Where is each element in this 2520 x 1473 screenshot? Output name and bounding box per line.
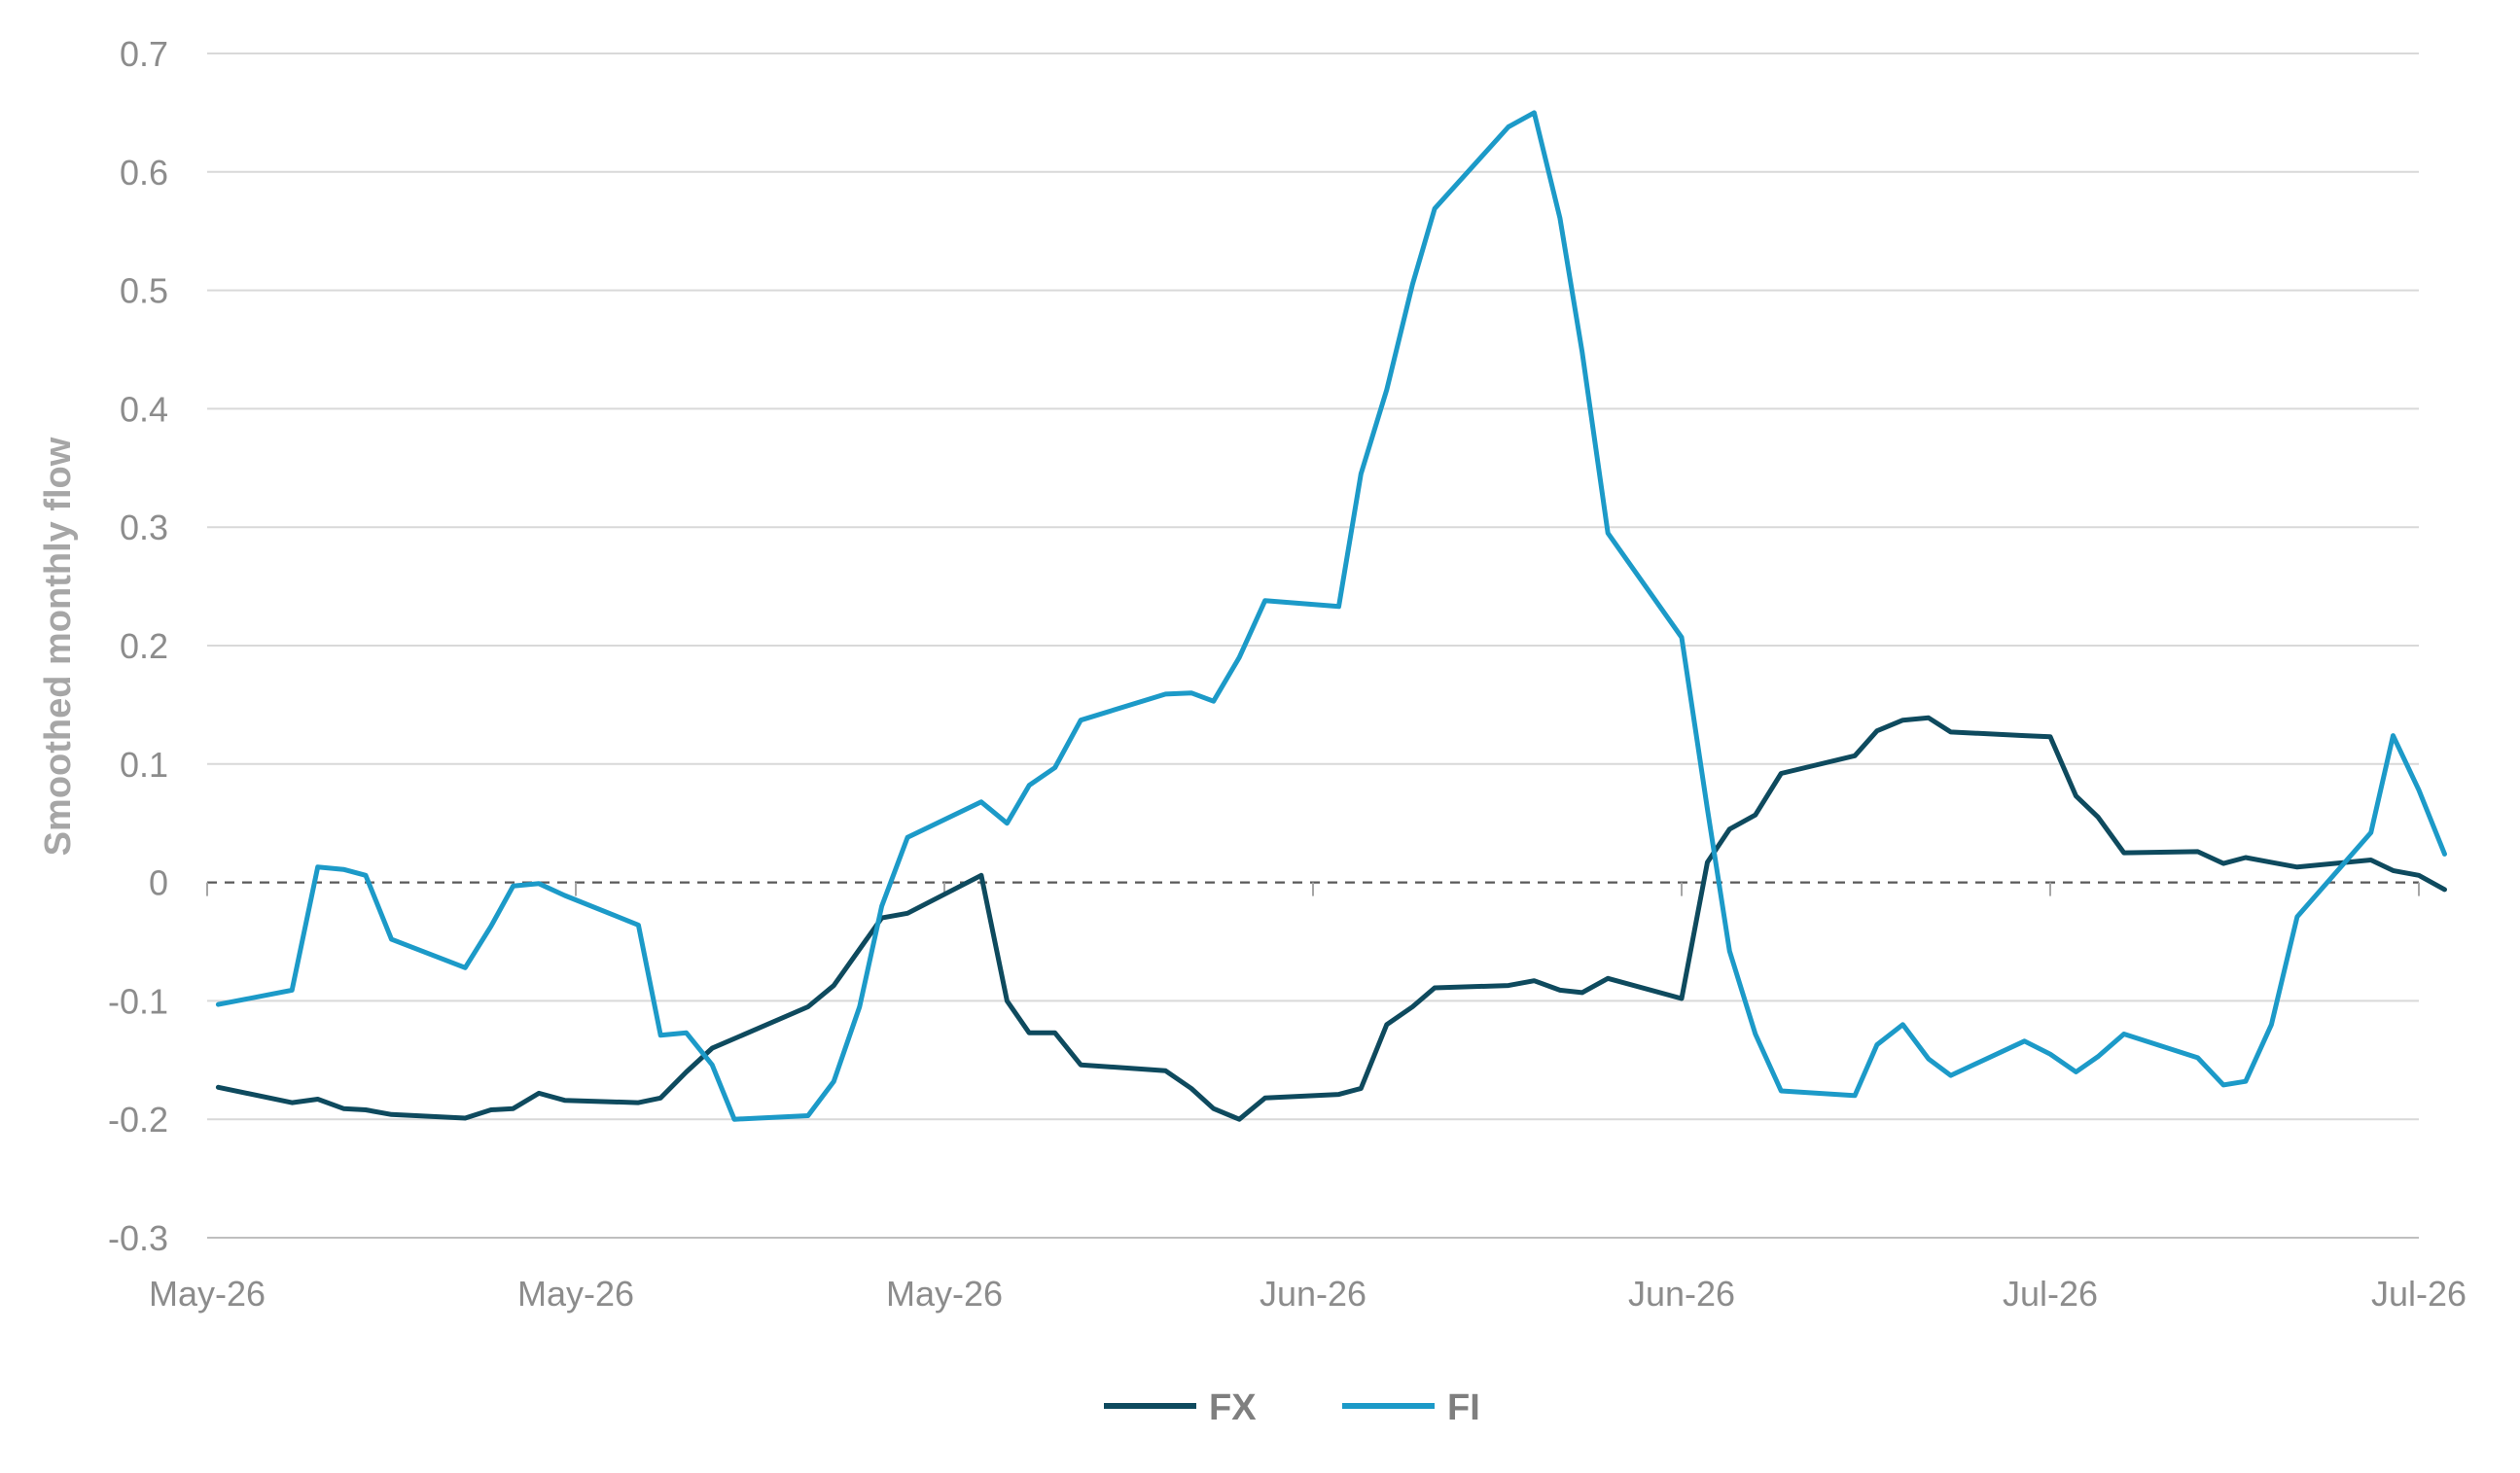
y-tick-label: -0.2: [108, 1100, 168, 1140]
y-tick-label: 0.2: [120, 626, 168, 666]
y-tick-label: 0.4: [120, 389, 168, 429]
y-tick-label: 0.6: [120, 153, 168, 193]
y-tick-label: 0.3: [120, 508, 168, 547]
legend-label-fi: FI: [1447, 1387, 1480, 1428]
x-axis: [206, 881, 2420, 1239]
x-tick-label: Jul-26: [2371, 1274, 2467, 1314]
x-tick-label: Jun-26: [1260, 1274, 1366, 1314]
y-tick-label: -0.1: [108, 981, 168, 1021]
y-tick-label: 0: [149, 863, 168, 903]
x-tick-label: Jul-26: [2003, 1274, 2098, 1314]
x-tick-label: Jun-26: [1628, 1274, 1735, 1314]
series-line-fx: [215, 715, 2447, 1122]
y-tick-label: -0.3: [108, 1218, 168, 1258]
y-tick-label: 0.5: [120, 271, 168, 311]
gridlines: [207, 53, 2419, 1121]
y-tick-label: 0.7: [120, 34, 168, 74]
x-axis-tick-labels: May-26 May-26 May-26 Jun-26 Jun-26 Jul-26 Jul-…: [149, 1274, 2467, 1314]
y-axis-tick-labels: -0.3 -0.2 -0.1 0 0.1 0.2 0.3 0.4 0.5 0.6 0.7: [108, 34, 168, 1258]
legend-label-fx: FX: [1209, 1387, 1257, 1428]
x-tick-label: May-26: [886, 1274, 1003, 1314]
x-tick-label: May-26: [517, 1274, 634, 1314]
y-axis-label: Smoothed monthly flow: [38, 437, 79, 856]
series-lines: [215, 110, 2447, 1122]
legend: FX FI: [1104, 1387, 1480, 1428]
series-line-fi: [215, 110, 2447, 1122]
y-tick-label: 0.1: [120, 745, 168, 785]
x-tick-label: May-26: [149, 1274, 266, 1314]
